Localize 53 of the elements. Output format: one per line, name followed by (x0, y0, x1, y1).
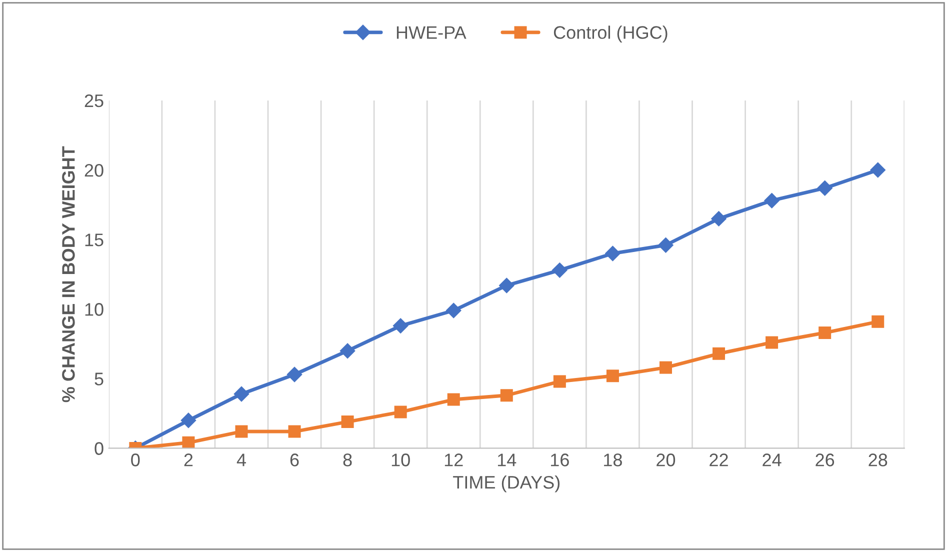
x-tick-label: 22 (710, 454, 728, 466)
point (818, 326, 832, 340)
point (816, 180, 833, 196)
point (235, 425, 248, 438)
point (870, 162, 886, 178)
point (606, 370, 619, 382)
y-tick-label: 0 (94, 442, 104, 455)
x-tick-label: 8 (343, 454, 352, 466)
x-tick-label: 18 (604, 454, 622, 466)
point (766, 336, 778, 349)
point (182, 436, 195, 448)
y-tick-label: 5 (94, 372, 104, 386)
point (872, 315, 884, 328)
point (340, 342, 356, 359)
x-tick-label: 6 (290, 454, 299, 466)
point (447, 393, 460, 406)
x-tick-label: 14 (498, 454, 516, 466)
point (286, 366, 302, 382)
point (604, 246, 621, 262)
point (341, 416, 354, 428)
point (288, 425, 301, 438)
point (180, 412, 196, 428)
point (498, 278, 514, 294)
point (234, 386, 250, 402)
x-tick-label: 0 (131, 454, 140, 466)
x-tick-label: 10 (392, 454, 410, 466)
point (658, 237, 674, 253)
x-tick-label: 20 (656, 454, 676, 466)
x-tick-label: 24 (762, 454, 782, 466)
point (712, 347, 726, 360)
point (446, 302, 462, 318)
x-tick-label: 2 (184, 454, 193, 466)
point (392, 318, 408, 334)
point (710, 210, 727, 227)
legend-label: Control (HGC) (554, 26, 668, 42)
legend-label: HWE-PA (396, 26, 466, 39)
point (659, 361, 672, 374)
y-tick-label: 25 (84, 94, 104, 108)
point (394, 406, 407, 418)
point (764, 192, 780, 208)
y-tick-label: 10 (85, 303, 104, 316)
point (500, 389, 513, 402)
point (552, 262, 568, 278)
point (553, 375, 566, 388)
x-tick-label: 28 (868, 454, 888, 466)
y-tick-label: 15 (85, 234, 104, 246)
y-axis-title: % CHANGE IN BODY WEIGHT (62, 146, 75, 402)
x-axis-title: TIME (DAYS) (453, 475, 560, 492)
x-tick-label: 4 (236, 454, 246, 466)
y-tick-label: 20 (84, 164, 104, 177)
x-tick-label: 16 (551, 454, 569, 466)
x-tick-label: 26 (816, 454, 834, 466)
x-tick-label: 12 (444, 454, 463, 466)
